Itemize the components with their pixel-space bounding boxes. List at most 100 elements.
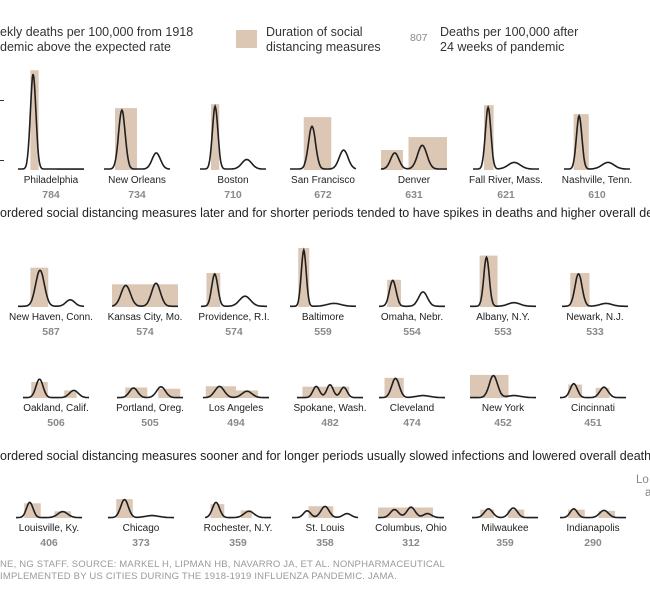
city-death-total: 373 — [132, 537, 150, 549]
legend-sample-value: 807 — [410, 32, 428, 44]
death-rate-line — [378, 506, 444, 519]
death-rate-line — [564, 113, 630, 170]
legend-duration-swatch — [236, 30, 257, 48]
city-death-total: 554 — [403, 326, 421, 338]
city-name: Albany, N.Y. — [476, 312, 530, 323]
city-name: Fall River, Mass. — [469, 175, 543, 186]
distancing-bar — [595, 387, 610, 398]
distancing-bar — [298, 248, 310, 307]
distancing-bar — [236, 390, 258, 398]
city-name: Nashville, Tenn. — [562, 175, 632, 186]
city-panel: Chicago 373 — [108, 498, 174, 549]
death-rate-line — [470, 255, 536, 308]
death-rate-line — [203, 385, 269, 399]
distancing-bar — [54, 511, 71, 518]
headline-sooner: ordered social distancing measures soone… — [0, 449, 650, 463]
city-death-total: 631 — [405, 189, 423, 201]
city-death-total: 672 — [314, 189, 332, 201]
city-panel: Indianapolis 290 — [560, 507, 626, 549]
death-rate-line — [204, 501, 271, 519]
city-name: Newark, N.J. — [566, 312, 623, 323]
city-panel: Cincinnati 451 — [560, 382, 626, 429]
city-name: Cleveland — [390, 403, 434, 414]
legend-duration-label: Duration of social distancing measures — [266, 25, 381, 55]
distancing-bar — [158, 388, 181, 398]
city-panel: Spokane, Wash. 482 — [293, 383, 367, 429]
city-name: New Orleans — [108, 175, 166, 186]
death-rate-line — [560, 507, 626, 519]
source-line2: IMPLEMENTED BY US CITIES DURING THE 1918… — [0, 571, 397, 582]
city-death-total: 574 — [225, 326, 243, 338]
distancing-bar — [568, 509, 585, 518]
city-name: Providence, R.I. — [198, 312, 269, 323]
city-name: Boston — [217, 175, 248, 186]
city-death-total: 710 — [224, 189, 242, 201]
city-death-total: 505 — [141, 417, 159, 429]
city-panel: Newark, N.J. 533 — [562, 272, 628, 338]
city-name: Oakland, Calif. — [23, 403, 89, 414]
distancing-bar — [116, 499, 133, 518]
death-rate-line — [108, 498, 174, 519]
city-death-total: 610 — [588, 189, 606, 201]
city-panel: Fall River, Mass. 621 — [469, 104, 543, 201]
death-rate-line — [473, 104, 539, 170]
legend-duration-line1: Duration of social — [266, 25, 363, 39]
distancing-bar — [211, 104, 220, 170]
city-name: Cincinnati — [571, 403, 615, 414]
distancing-bar — [240, 510, 252, 518]
death-rate-line — [470, 374, 536, 399]
legend-deaths-line2: demic above the expected rate — [0, 40, 171, 54]
city-death-total: 359 — [496, 537, 514, 549]
city-name: Denver — [398, 175, 431, 186]
city-panel: Oakland, Calif. 506 — [23, 378, 89, 429]
source-credit: NE, NG STAFF. SOURCE: MARKEL H, LIPMAN H… — [0, 559, 445, 583]
distancing-bar — [64, 390, 77, 398]
axis-tick — [0, 160, 4, 161]
city-death-total: 494 — [227, 417, 245, 429]
city-name: Rochester, N.Y. — [204, 523, 273, 534]
city-death-total: 359 — [229, 537, 247, 549]
city-death-total: 506 — [47, 417, 65, 429]
lower-note-line1: Lo — [636, 474, 649, 486]
city-name: Philadelphia — [24, 175, 79, 186]
distancing-bar — [125, 387, 148, 398]
distancing-bar — [112, 284, 178, 307]
city-panel: Columbus, Ohio 312 — [375, 506, 447, 549]
lower-note-line2: a — [645, 487, 650, 499]
city-death-total: 312 — [402, 537, 420, 549]
city-panel: Nashville, Tenn. 610 — [562, 113, 632, 201]
city-panel: Boston 710 — [200, 103, 266, 201]
distancing-bar — [24, 503, 41, 518]
city-panel: Kansas City, Mo. 574 — [108, 282, 182, 338]
legend-total-line2: 24 weeks of pandemic — [440, 40, 565, 54]
city-death-total: 358 — [316, 537, 334, 549]
death-rate-line — [560, 382, 626, 399]
city-panel: New York 452 — [470, 374, 536, 429]
headline-later: ordered social distancing measures later… — [0, 206, 650, 220]
city-name: New Haven, Conn. — [9, 312, 93, 323]
distancing-bar — [30, 70, 39, 170]
city-death-total: 474 — [403, 417, 421, 429]
city-panel: Louisville, Ky. 406 — [16, 501, 82, 549]
city-panel: Omaha, Nebr. 554 — [379, 279, 445, 338]
city-death-total: 734 — [128, 189, 146, 201]
lower-note: Lo a — [636, 474, 650, 500]
death-rate-line — [562, 272, 628, 308]
city-panel: St. Louis 358 — [292, 505, 359, 549]
city-name: San Francisco — [291, 175, 355, 186]
death-rate-line — [290, 247, 356, 308]
legend-total-line1: Deaths per 100,000 after — [440, 25, 579, 39]
legend-deaths-line1: ekly deaths per 100,000 from 1918 — [0, 25, 194, 39]
distancing-bar — [598, 510, 615, 518]
distancing-bar — [484, 105, 494, 170]
city-name: Milwaukee — [481, 523, 529, 534]
distancing-bar — [507, 509, 525, 518]
city-panel: Albany, N.Y. 553 — [470, 255, 536, 338]
city-panel: New Haven, Conn. 587 — [9, 267, 93, 338]
city-death-total: 559 — [314, 326, 332, 338]
city-panel: Denver 631 — [380, 137, 447, 201]
legend-deaths-label: ekly deaths per 100,000 from 1918 demic … — [0, 25, 193, 55]
city-panel: Rochester, N.Y. 359 — [204, 501, 273, 549]
city-panel: Philadelphia 784 — [18, 70, 84, 201]
